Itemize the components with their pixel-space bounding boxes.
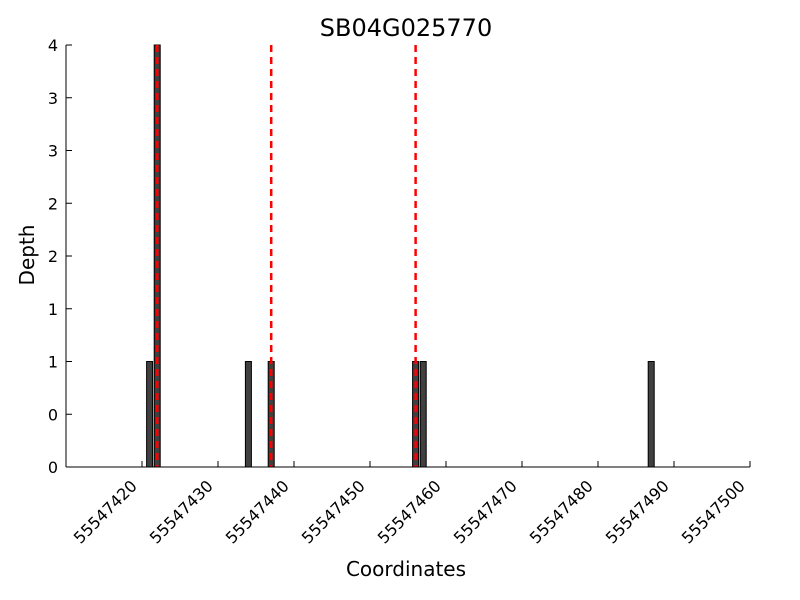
- y-tick-label: 3: [48, 142, 58, 161]
- bar: [146, 361, 154, 468]
- bar: [647, 361, 655, 468]
- x-tick-label: 55547460: [374, 476, 445, 547]
- y-tick-label: 3: [48, 89, 58, 108]
- chart-title: SB04G025770: [320, 14, 492, 42]
- y-tick-label: 2: [48, 194, 58, 213]
- plot-area: 55547420 55547430 55547440 55547450 55547460…: [48, 36, 751, 547]
- y-tick-label: 0: [48, 458, 58, 477]
- y-tick-label: 2: [48, 247, 58, 266]
- x-tick-label: 55547430: [146, 476, 217, 547]
- x-tick-label: 55547500: [678, 476, 749, 547]
- y-tick-label: 4: [48, 36, 58, 55]
- bar: [244, 361, 252, 468]
- bar: [419, 361, 427, 468]
- x-axis-label: Coordinates: [346, 557, 466, 581]
- bar: [412, 361, 420, 468]
- x-tick-label: 55547420: [70, 476, 141, 547]
- y-axis-label: Depth: [15, 225, 39, 286]
- y-tick-label: 1: [48, 300, 58, 319]
- x-tick-label: 55547490: [602, 476, 673, 547]
- x-tick-label: 55547470: [450, 476, 521, 547]
- x-tick-label: 55547440: [222, 476, 293, 547]
- y-tick-label: 1: [48, 353, 58, 372]
- y-tick-label: 0: [48, 405, 58, 424]
- x-tick-label: 55547450: [298, 476, 369, 547]
- bar: [267, 361, 275, 468]
- x-tick-label: 55547480: [526, 476, 597, 547]
